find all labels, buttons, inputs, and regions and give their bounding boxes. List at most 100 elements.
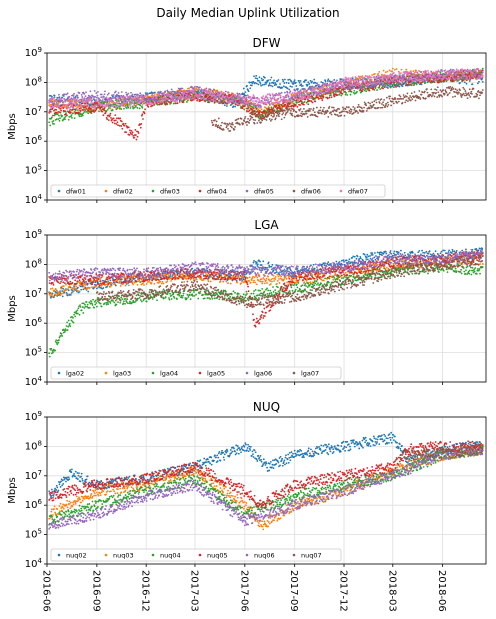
data-point	[394, 84, 396, 87]
data-point	[330, 111, 332, 114]
data-point	[163, 101, 166, 104]
data-point	[477, 89, 480, 92]
data-point	[387, 101, 389, 104]
data-point	[391, 100, 394, 103]
data-point	[76, 104, 79, 107]
data-point	[282, 85, 285, 88]
data-point	[378, 84, 381, 87]
data-point	[299, 89, 302, 92]
data-point	[279, 83, 281, 85]
data-point	[88, 104, 91, 107]
data-point	[449, 68, 452, 71]
data-point	[364, 88, 367, 90]
data-point	[78, 100, 80, 103]
data-point	[155, 99, 157, 101]
data-point	[439, 89, 442, 92]
data-point	[249, 87, 252, 90]
data-point	[303, 81, 306, 83]
data-point	[448, 87, 451, 90]
data-point	[110, 100, 113, 103]
data-point	[367, 86, 370, 88]
data-point	[277, 113, 280, 116]
data-point	[284, 103, 287, 106]
data-point	[387, 87, 389, 89]
data-point	[136, 107, 139, 109]
data-point	[439, 80, 442, 83]
data-point	[66, 106, 69, 108]
data-point	[297, 88, 299, 90]
data-point	[79, 110, 82, 112]
data-point	[220, 124, 222, 127]
data-point	[244, 115, 247, 118]
data-point	[103, 107, 106, 110]
data-point	[407, 100, 409, 103]
data-point	[332, 82, 335, 84]
data-point	[71, 108, 74, 111]
data-point	[108, 114, 111, 117]
data-point	[426, 91, 429, 94]
data-point	[404, 101, 407, 104]
data-point	[70, 101, 73, 104]
data-point	[235, 98, 238, 101]
data-point	[287, 94, 290, 97]
data-point	[50, 95, 53, 98]
data-point	[66, 104, 68, 107]
data-point	[90, 112, 93, 114]
data-point	[121, 103, 124, 106]
data-point	[114, 106, 117, 108]
data-point	[481, 67, 484, 70]
data-point	[206, 97, 209, 100]
data-point	[257, 103, 260, 106]
data-point	[160, 103, 163, 105]
data-point	[272, 103, 274, 106]
data-point	[161, 100, 164, 102]
data-point	[125, 131, 128, 134]
data-point	[344, 81, 346, 84]
data-point	[471, 83, 474, 86]
data-point	[293, 99, 296, 102]
data-point	[253, 75, 255, 78]
data-point	[112, 117, 115, 120]
data-point	[456, 80, 459, 82]
data-point	[336, 94, 339, 97]
data-point	[413, 91, 416, 93]
data-point	[463, 88, 466, 91]
data-point	[345, 106, 348, 108]
data-point	[97, 105, 99, 108]
data-point	[346, 111, 349, 114]
data-point	[106, 118, 109, 121]
data-point	[188, 97, 191, 100]
data-point	[240, 102, 243, 105]
data-point	[206, 90, 209, 93]
data-point	[330, 81, 332, 84]
data-point	[468, 80, 471, 82]
data-point	[264, 103, 267, 106]
data-point	[179, 95, 182, 98]
data-point	[390, 104, 393, 107]
data-point	[138, 107, 141, 110]
data-point	[453, 75, 456, 78]
data-point	[409, 75, 412, 77]
data-point	[452, 79, 454, 82]
data-point	[347, 86, 350, 89]
data-point	[287, 82, 290, 85]
data-point	[98, 110, 100, 113]
data-point	[299, 114, 302, 117]
data-point	[81, 96, 84, 98]
data-point	[134, 93, 137, 96]
data-point	[378, 86, 381, 89]
data-point	[228, 101, 231, 104]
data-point	[433, 91, 435, 94]
data-point	[269, 94, 272, 97]
data-point	[247, 110, 250, 113]
data-point	[346, 87, 349, 90]
data-point	[406, 92, 409, 95]
data-point	[271, 97, 274, 100]
data-point	[369, 85, 371, 88]
data-point	[188, 87, 190, 90]
data-point	[271, 112, 273, 115]
data-point	[375, 101, 378, 104]
data-point	[113, 122, 116, 125]
data-point	[74, 102, 77, 104]
